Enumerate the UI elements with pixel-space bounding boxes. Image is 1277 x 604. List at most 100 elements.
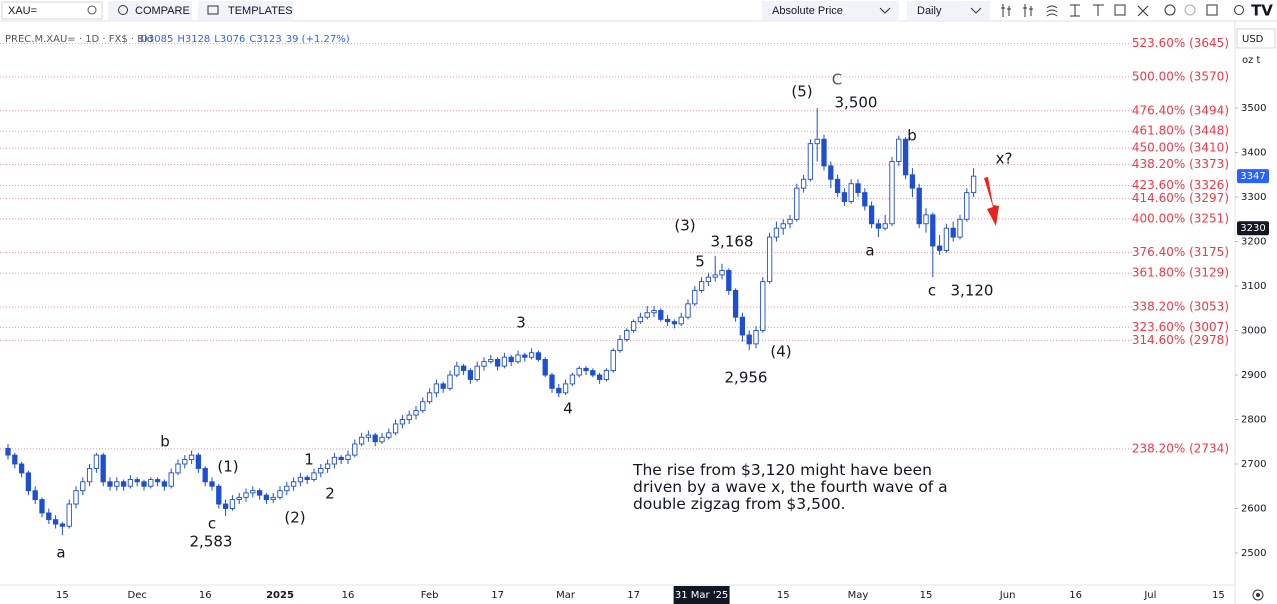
settings-icon[interactable]: [1252, 589, 1264, 601]
wave-label: (2): [284, 509, 305, 527]
candle-body: [522, 354, 528, 358]
y-tick-label: 3200: [1241, 237, 1266, 248]
candle-body: [542, 358, 548, 376]
crosshair-y-label: 3230: [1240, 223, 1265, 234]
candle-body: [556, 387, 562, 394]
price-label: 3,120: [951, 282, 994, 300]
ohlc-value: H3128: [177, 34, 210, 45]
interval-label[interactable]: Daily: [917, 5, 942, 17]
candle-body: [916, 187, 922, 225]
symbol-input[interactable]: XAU=: [8, 5, 37, 17]
candle-body: [168, 472, 174, 487]
fib-level-label: 500.00% (3570): [1132, 69, 1229, 83]
candle-body: [590, 370, 596, 376]
search-icon[interactable]: [87, 5, 97, 15]
wave-label: (4): [770, 343, 791, 361]
candle-body: [712, 274, 718, 278]
wave-label: a: [865, 242, 874, 260]
candle-body: [678, 316, 684, 325]
candle-body: [726, 270, 732, 291]
compare-button[interactable]: [108, 1, 192, 20]
x-tick-label: Dec: [128, 590, 147, 601]
candle-body: [454, 365, 460, 376]
candle-body: [766, 236, 773, 283]
candle-body: [148, 479, 154, 487]
y-tick-label: 2900: [1241, 370, 1266, 381]
candle-body: [671, 321, 678, 325]
candle-body: [651, 310, 657, 314]
wave-label: (3): [674, 217, 695, 235]
candle-body: [957, 218, 963, 238]
candle-body: [760, 281, 766, 331]
candle-body: [828, 165, 834, 180]
wave-label: (5): [791, 83, 812, 101]
candle-body: [392, 423, 399, 434]
candle-body: [86, 467, 93, 483]
price-label: 2,583: [190, 533, 233, 551]
candle-body: [549, 374, 555, 389]
candle-body: [182, 459, 188, 465]
candle-body: [80, 481, 86, 492]
price-label: 3,168: [711, 233, 754, 251]
price-mode-dropdown[interactable]: [762, 1, 899, 20]
candle-body: [515, 354, 521, 363]
candle-body: [379, 436, 385, 443]
candle-body: [501, 356, 508, 367]
candle-body: [18, 463, 25, 474]
annotation-note: The rise from $3,120 might have been dri…: [633, 461, 948, 513]
y-tick-label: 3000: [1241, 326, 1266, 337]
x-tick-label: 17: [627, 590, 640, 601]
templates-label[interactable]: TEMPLATES: [228, 5, 293, 17]
candle-body: [964, 192, 970, 220]
candle-body: [270, 496, 276, 501]
candle-body: [25, 472, 32, 492]
templates-icon: [207, 5, 219, 15]
candle-body: [141, 481, 147, 487]
unit[interactable]: oz t: [1242, 55, 1261, 66]
candle-body: [209, 481, 215, 487]
candle-body: [399, 419, 406, 425]
currency[interactable]: USD: [1242, 34, 1264, 45]
fib-level-label: 461.80% (3448): [1132, 124, 1229, 138]
fib-level-label: 338.20% (3053): [1132, 299, 1229, 313]
candle-body: [358, 436, 365, 445]
price-mode-label[interactable]: Absolute Price: [772, 5, 843, 17]
candle-body: [535, 352, 542, 360]
templates-button[interactable]: [198, 1, 293, 20]
last-price-label: 3347: [1240, 171, 1265, 182]
x-tick-label: 15: [1212, 590, 1225, 601]
wave-labels: a b (1) c 2,583 (2) 1 2 3 4 (3) 3,168 5 …: [56, 71, 1012, 562]
x-tick-label: May: [848, 590, 869, 601]
candle-body: [889, 161, 895, 225]
ohlc-value: O3085: [140, 34, 173, 45]
candle-body: [658, 310, 664, 320]
candle-body: [406, 414, 412, 420]
candle-body: [73, 490, 79, 505]
x-tick-label: 15: [920, 590, 933, 601]
candle-body: [664, 318, 671, 323]
x-tick-label: 16: [342, 590, 355, 601]
symbol-box[interactable]: [1, 1, 103, 20]
candle-body: [318, 467, 324, 474]
candle-body: [508, 356, 514, 363]
candle-body: [610, 350, 616, 372]
fib-levels: 523.60% (3645) 500.00% (3570) 476.40% (349…: [0, 36, 1229, 455]
fib-level-label: 414.60% (3297): [1132, 191, 1229, 205]
candle-body: [440, 383, 446, 389]
compare-label[interactable]: COMPARE: [135, 5, 190, 17]
interval-dropdown[interactable]: [907, 1, 990, 20]
fib-level-label: 400.00% (3251): [1132, 211, 1229, 225]
candle-body: [902, 138, 909, 176]
currency-dropdown[interactable]: [1236, 28, 1276, 49]
candle-body: [229, 499, 236, 509]
fib-level-label: 438.20% (3373): [1132, 157, 1229, 171]
candle-body: [800, 178, 807, 189]
tv-logo[interactable]: TV: [1251, 2, 1273, 20]
candle-body: [630, 321, 637, 331]
toolbar-icons[interactable]: [1001, 4, 1244, 17]
candle-body: [481, 361, 487, 367]
wave-label: b: [160, 433, 170, 451]
y-tick-label: 2700: [1241, 459, 1266, 470]
